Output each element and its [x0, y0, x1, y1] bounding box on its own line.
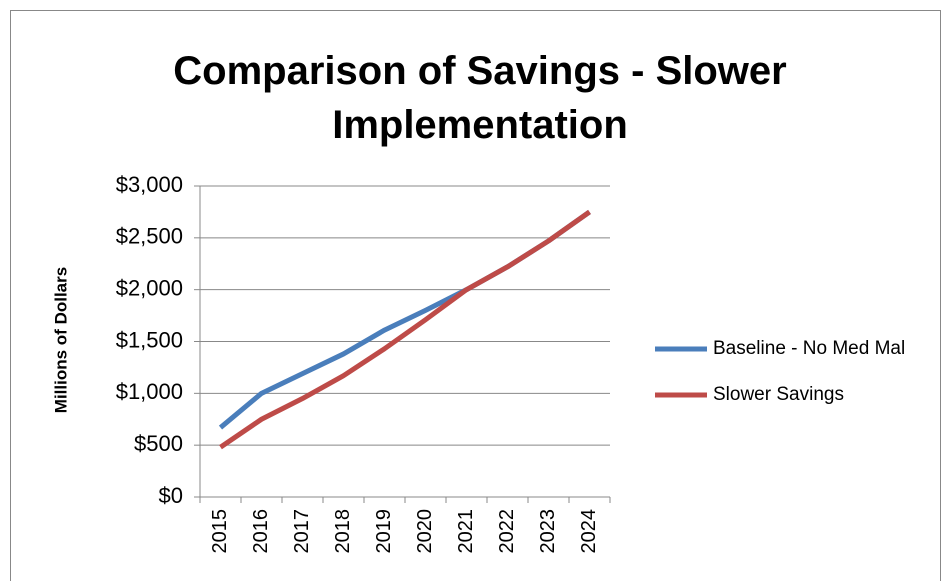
- x-tick-label: 2017: [291, 509, 313, 554]
- x-tick-label: 2018: [332, 509, 354, 554]
- legend-label: Slower Savings: [713, 384, 844, 405]
- chart-title: Comparison of Savings - Slower Implement…: [173, 49, 787, 147]
- y-tick-label: $1,500: [116, 327, 183, 352]
- x-tick-label: 2024: [578, 509, 600, 554]
- y-tick-label: $0: [159, 483, 183, 508]
- series-line: [219, 209, 591, 450]
- x-tick-label: 2020: [414, 509, 436, 554]
- x-tick-label: 2021: [455, 509, 477, 554]
- x-tick-label: 2016: [250, 509, 272, 554]
- y-tick-label: $2,000: [116, 275, 183, 300]
- y-tick-label: $3,000: [116, 172, 183, 197]
- x-tick-label: 2015: [209, 509, 231, 554]
- chart-border: [10, 10, 941, 581]
- y-tick-label: $1,000: [116, 379, 183, 404]
- y-tick-label: $2,500: [116, 224, 183, 249]
- x-tick-label: 2022: [496, 509, 518, 554]
- legend-label: Baseline - No Med Mal: [713, 338, 905, 359]
- x-tick-label: 2023: [537, 509, 559, 554]
- y-tick-label: $500: [134, 431, 183, 456]
- x-tick-label: 2019: [373, 509, 395, 554]
- y-axis-title: Millions of Dollars: [51, 267, 70, 413]
